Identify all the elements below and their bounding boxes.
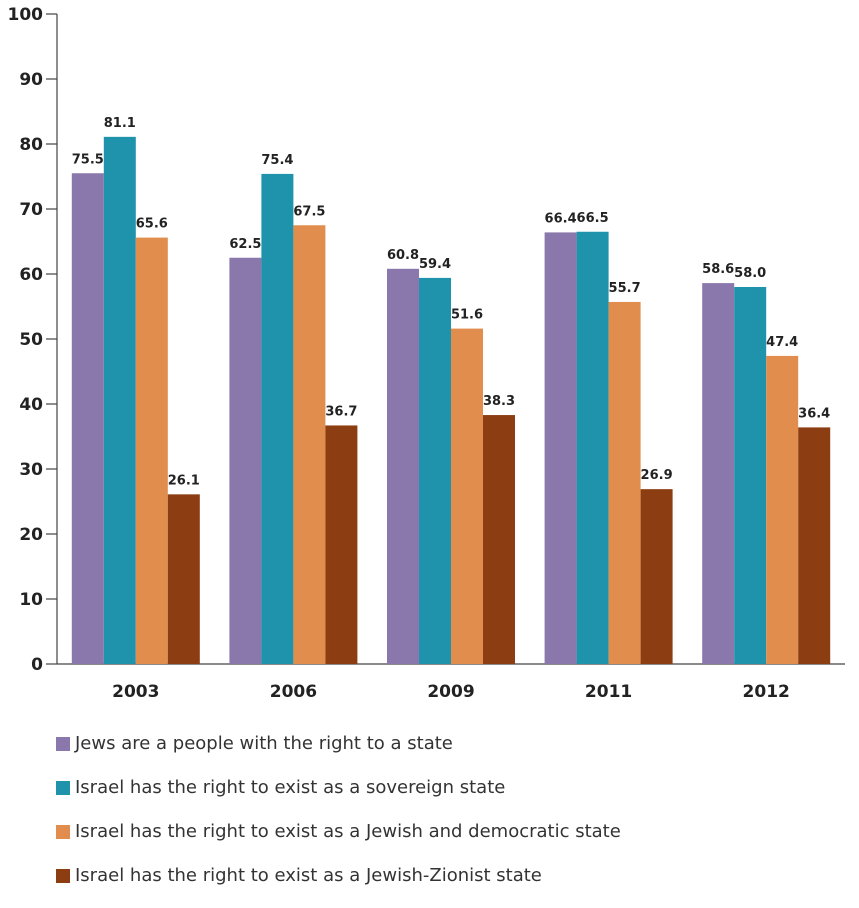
bar <box>702 283 735 664</box>
bar <box>419 277 451 664</box>
data-label: 58.6 <box>702 262 734 277</box>
legend: Jews are a people with the right to a st… <box>56 732 621 908</box>
bar <box>483 415 515 664</box>
y-tick-label: 10 <box>19 590 43 610</box>
data-labels: 75.5 81.1 65.6 26.1 62.5 75.4 67.5 36.7 60.859.4… <box>72 116 830 489</box>
bar <box>608 301 641 664</box>
bar <box>71 173 104 664</box>
bar <box>103 136 136 665</box>
data-label: 67.5 <box>293 204 325 219</box>
data-label: 55.7 <box>609 281 641 296</box>
data-label: 36.4 <box>798 406 830 421</box>
bar <box>135 237 168 664</box>
y-tick-label: 50 <box>19 330 43 350</box>
data-label: 26.1 <box>168 473 200 488</box>
data-label: 66.5 <box>577 211 609 226</box>
bar <box>229 257 262 664</box>
data-label: 66.4 <box>545 211 577 226</box>
legend-label: Jews are a people with the right to a st… <box>75 733 453 754</box>
data-label: 81.1 <box>104 116 136 131</box>
x-tick-label: 2009 <box>427 682 474 702</box>
data-label: 75.5 <box>72 152 104 167</box>
bar <box>766 355 799 664</box>
legend-swatch <box>56 780 70 795</box>
legend-swatch <box>56 868 70 883</box>
data-label: 47.4 <box>766 335 798 350</box>
data-label: 26.9 <box>641 468 673 483</box>
bar <box>293 225 326 664</box>
data-label: 75.4 <box>261 153 293 168</box>
bar <box>798 427 831 664</box>
data-label: 38.3 <box>483 394 515 409</box>
y-tick-label: 40 <box>19 395 43 415</box>
legend-item: Israel has the right to exist as a sover… <box>56 776 621 799</box>
y-tick-label: 80 <box>19 135 43 155</box>
y-tick-label: 100 <box>8 5 44 25</box>
data-label: 60.8 <box>387 248 419 263</box>
legend-item: Jews are a people with the right to a st… <box>56 732 621 755</box>
y-tick-label: 60 <box>19 265 43 285</box>
legend-item: Israel has the right to exist as a Jewis… <box>56 864 621 887</box>
bar <box>387 268 419 664</box>
bars <box>71 136 831 665</box>
bar <box>167 494 200 664</box>
bar <box>261 173 294 664</box>
bar <box>734 287 767 664</box>
x-tick-label: 2003 <box>112 682 159 702</box>
data-label: 62.5 <box>229 237 261 252</box>
data-label: 51.6 <box>451 308 483 323</box>
x-axis: 2003 2006 2009 2011 2012 <box>57 663 845 702</box>
bar <box>325 425 358 664</box>
data-label: 36.7 <box>325 404 357 419</box>
y-tick-label: 30 <box>19 460 43 480</box>
bar <box>451 328 483 664</box>
x-tick-label: 2012 <box>743 682 790 702</box>
x-tick-label: 2011 <box>585 682 632 702</box>
x-tick-label: 2006 <box>270 682 317 702</box>
y-tick-label: 0 <box>31 655 43 675</box>
bar <box>576 231 609 664</box>
legend-label: Israel has the right to exist as a sover… <box>75 777 506 798</box>
legend-swatch <box>56 736 70 751</box>
bar <box>544 232 577 664</box>
bar <box>640 489 673 664</box>
y-axis: 0 10 20 30 40 50 60 70 80 90 100 <box>8 5 58 675</box>
data-label: 59.4 <box>419 257 451 272</box>
legend-swatch <box>56 824 70 839</box>
data-label: 58.0 <box>734 266 766 281</box>
data-label: 65.6 <box>136 217 168 232</box>
y-tick-label: 90 <box>19 70 43 90</box>
legend-label: Israel has the right to exist as a Jewis… <box>75 865 542 886</box>
y-tick-label: 20 <box>19 525 43 545</box>
y-tick-label: 70 <box>19 200 43 220</box>
legend-label: Israel has the right to exist as a Jewis… <box>75 821 621 842</box>
legend-item: Israel has the right to exist as a Jewis… <box>56 820 621 843</box>
